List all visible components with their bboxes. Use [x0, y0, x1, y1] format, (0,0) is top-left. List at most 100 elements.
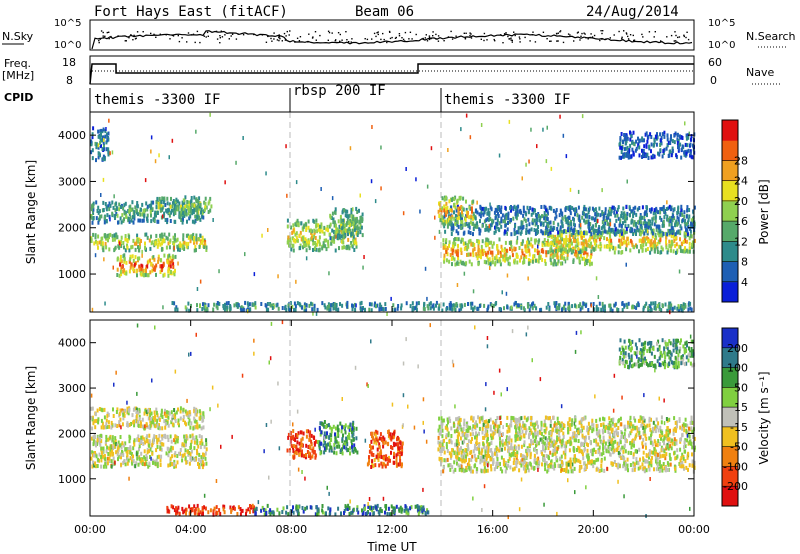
power-cell-5	[338, 233, 341, 238]
power-cell-8	[642, 221, 645, 226]
power-cell-9	[437, 209, 440, 214]
power-cell-3	[183, 210, 186, 215]
power-cell-3	[209, 208, 212, 213]
power-noise-cell	[171, 138, 174, 143]
power-cell-6	[502, 254, 505, 259]
velocity-cell-1	[164, 413, 167, 418]
power-cell-2	[141, 212, 144, 217]
velocity-cell-0	[171, 454, 174, 459]
power-cell-9	[443, 197, 446, 202]
power-cell-8	[522, 209, 525, 214]
power-cell-11	[681, 136, 684, 140]
power-cell-7	[656, 242, 659, 246]
power-cell-8	[534, 208, 536, 213]
power-cell-2	[136, 204, 139, 209]
power-cell-7	[641, 239, 644, 243]
power-cell-7	[547, 250, 550, 255]
nsearch-point	[408, 38, 410, 40]
power-cell-8	[664, 211, 667, 216]
power-cell-8	[497, 211, 499, 216]
power-cell-8	[668, 204, 671, 209]
power-cell-8	[525, 212, 528, 217]
nsearch-point	[327, 30, 330, 32]
power-cell-8	[597, 212, 600, 217]
power-cell-4	[305, 222, 308, 227]
power-cell-2	[105, 207, 108, 212]
power-cell-7	[610, 241, 613, 246]
power-cell-8	[521, 226, 524, 231]
power-noise-cell	[463, 271, 466, 276]
power-cell-4	[329, 232, 332, 237]
nsearch-point	[334, 40, 336, 42]
power-cell-7	[589, 235, 592, 239]
power-cell-2	[133, 216, 136, 221]
power-cell-11	[662, 149, 665, 154]
power-cell-0	[195, 240, 198, 245]
power-cell-7	[655, 244, 657, 249]
power-cell-0	[105, 236, 108, 241]
velocity-cell-3	[330, 429, 333, 434]
velocity-cell-1	[171, 414, 174, 419]
power-cell-10	[470, 305, 473, 310]
power-cell-10	[380, 307, 383, 311]
power-noise-cell	[550, 166, 553, 171]
velocity-cell-1	[119, 408, 122, 413]
power-cell-3	[209, 196, 212, 201]
power-cell-8	[670, 225, 673, 230]
power-cell-10	[441, 308, 444, 313]
power-cell-8	[640, 225, 643, 230]
power-noise-cell	[150, 149, 152, 154]
power-cell-6	[468, 259, 471, 264]
velocity-cell-0	[144, 440, 146, 445]
power-cell-11	[625, 135, 628, 140]
power-cell-2	[92, 216, 95, 220]
power-cell-2	[194, 214, 197, 219]
power-cell-10	[625, 302, 628, 307]
nsearch-point	[437, 35, 440, 37]
power-cell-8	[604, 211, 607, 215]
nsearch-point	[422, 37, 424, 40]
nsearch-point	[585, 37, 587, 39]
velocity-cell-3	[337, 428, 340, 433]
power-cell-1	[163, 253, 166, 258]
velocity-cell-4	[370, 465, 373, 469]
power-noise-cell	[430, 146, 433, 151]
nsearch-point	[380, 38, 382, 41]
velocity-cell-2	[310, 433, 313, 438]
power-noise-cell	[355, 303, 357, 308]
power-cell-10	[592, 302, 595, 306]
velocity-cell-2	[292, 429, 295, 434]
power-cell-8	[627, 224, 630, 229]
power-noise-cell	[678, 269, 681, 274]
power-cell-10	[171, 301, 174, 305]
velocity-cell-0	[173, 464, 176, 469]
velocity-cell-3	[329, 425, 332, 430]
power-noise-cell	[224, 180, 226, 185]
power-cell-4	[302, 225, 305, 230]
power-cell-0	[174, 233, 176, 238]
velocity-cell-3	[348, 427, 351, 432]
power-cell-6	[477, 262, 480, 267]
nsearch-point	[142, 31, 144, 33]
power-cell-7	[635, 244, 638, 249]
power-cell-8	[472, 211, 475, 216]
power-cell-5	[361, 219, 364, 223]
nsearch-point	[508, 38, 510, 40]
power-cell-8	[570, 226, 573, 231]
power-cell-1	[147, 273, 150, 278]
power-cell-5	[330, 216, 333, 220]
power-cell-3	[192, 210, 195, 214]
power-cell-1	[155, 263, 158, 268]
power-cell-8	[500, 224, 503, 229]
power-cell-3	[175, 206, 178, 211]
velocity-cell-1	[118, 412, 121, 416]
nsearch-point	[395, 36, 397, 39]
power-noise-cell	[209, 112, 211, 117]
power-cell-8	[587, 219, 590, 224]
power-noise-cell	[525, 162, 527, 167]
power-cell-6	[538, 252, 541, 257]
power-cell-4	[305, 248, 308, 253]
power-cell-7	[610, 238, 613, 243]
power-cell-6	[578, 256, 581, 261]
power-cell-10	[526, 302, 529, 307]
